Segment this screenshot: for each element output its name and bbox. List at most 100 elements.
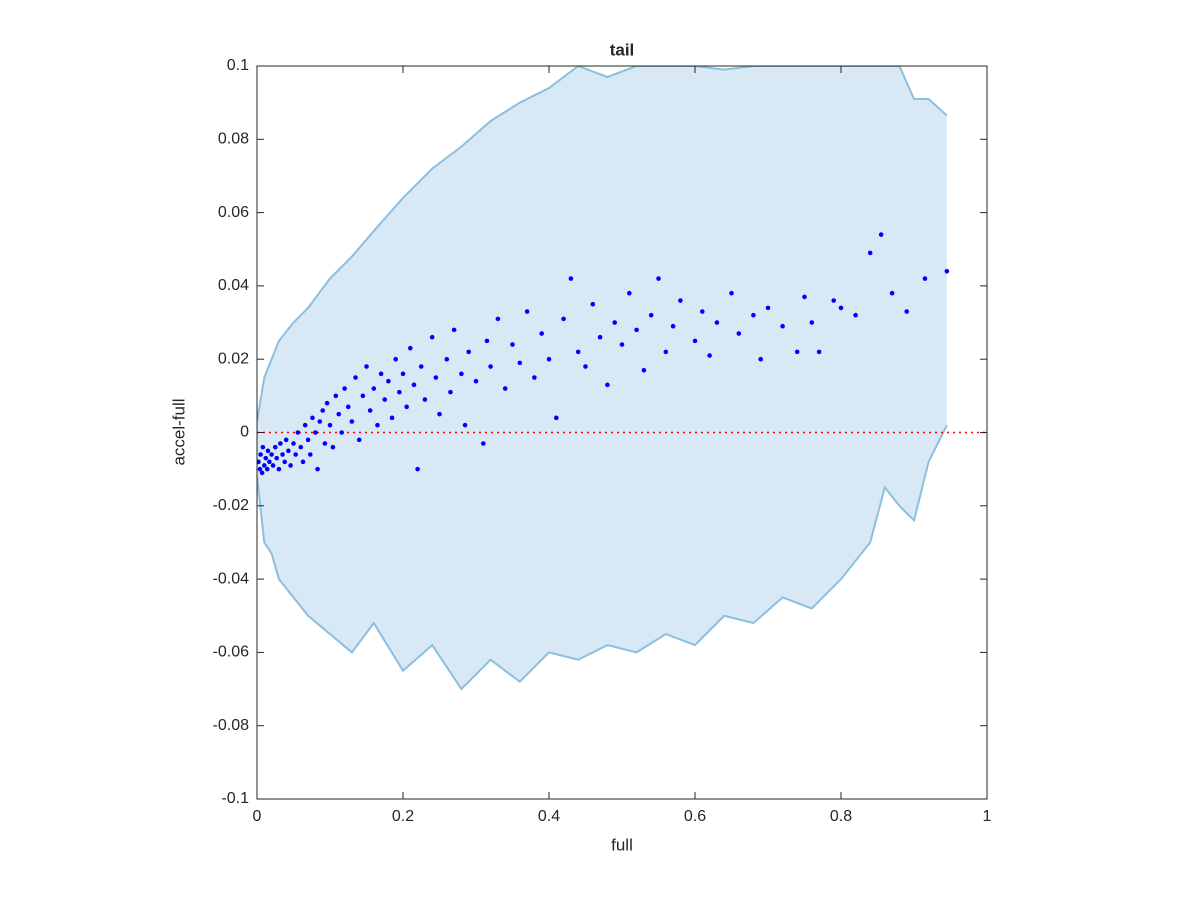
band-upper	[257, 66, 948, 422]
point	[262, 463, 267, 468]
point	[663, 349, 669, 355]
point	[539, 331, 544, 336]
point	[466, 349, 472, 355]
point	[904, 309, 909, 314]
point	[305, 437, 311, 443]
point	[831, 298, 836, 303]
point	[867, 250, 873, 256]
x-tick-label: 0	[253, 808, 262, 825]
point	[634, 327, 639, 333]
point	[605, 382, 610, 388]
y-tick-label: -0.06	[213, 644, 250, 661]
point	[484, 338, 490, 344]
point	[583, 364, 588, 369]
point	[765, 305, 771, 311]
point	[280, 452, 285, 457]
point	[293, 452, 298, 457]
point	[838, 305, 844, 311]
point	[333, 393, 339, 399]
point	[692, 338, 698, 344]
point	[353, 375, 358, 380]
point	[641, 367, 647, 373]
point	[473, 378, 479, 384]
point	[404, 404, 409, 410]
y-tick-label: -0.04	[213, 570, 250, 587]
point	[459, 371, 464, 377]
point	[324, 400, 330, 406]
point	[393, 356, 399, 362]
point	[444, 356, 450, 362]
x-axis-label: full	[611, 835, 633, 854]
point	[451, 327, 457, 333]
point	[272, 444, 278, 450]
point	[612, 320, 617, 325]
plot-area	[257, 66, 987, 691]
point	[263, 455, 269, 461]
point	[729, 290, 734, 296]
point	[265, 448, 271, 454]
point	[310, 415, 315, 421]
point	[448, 389, 453, 395]
point	[670, 323, 676, 329]
point	[532, 375, 537, 380]
point	[780, 323, 785, 329]
point	[678, 298, 683, 303]
band-lower	[257, 424, 948, 691]
point	[590, 301, 596, 307]
y-tick-label: 0.08	[218, 131, 249, 148]
point	[360, 393, 366, 399]
point	[707, 353, 712, 358]
point	[302, 422, 308, 428]
point	[656, 276, 661, 281]
point	[382, 397, 388, 402]
point	[517, 360, 523, 366]
point	[267, 459, 272, 465]
point	[418, 364, 424, 369]
x-tick-label: 0.2	[392, 808, 414, 825]
point	[889, 290, 895, 296]
point	[283, 437, 289, 443]
point	[389, 415, 395, 421]
y-tick-label: -0.02	[213, 497, 250, 514]
point	[853, 312, 858, 318]
y-tick-label: -0.08	[213, 717, 250, 734]
point	[356, 437, 362, 443]
point	[307, 452, 313, 457]
point	[286, 448, 291, 454]
point	[922, 276, 928, 281]
point	[502, 386, 508, 391]
point	[397, 389, 402, 395]
point	[300, 459, 306, 465]
point	[561, 316, 566, 322]
point	[320, 408, 326, 413]
point	[758, 356, 763, 362]
point	[415, 466, 420, 472]
point	[648, 312, 654, 318]
point	[510, 342, 515, 347]
point	[816, 349, 822, 355]
point	[408, 345, 413, 351]
point	[342, 386, 347, 391]
y-tick-label: 0.06	[218, 204, 249, 221]
chart-title: tail	[610, 40, 635, 59]
point	[524, 309, 530, 314]
point	[546, 356, 552, 362]
point	[276, 466, 282, 472]
x-tick-label: 1	[983, 808, 992, 825]
point	[751, 312, 756, 318]
point	[462, 422, 468, 428]
point	[317, 419, 323, 424]
point	[627, 290, 632, 296]
point	[495, 316, 501, 322]
point	[349, 419, 355, 424]
point	[736, 331, 742, 336]
point	[375, 422, 380, 428]
point	[433, 375, 439, 380]
point	[411, 382, 417, 388]
point	[257, 459, 261, 465]
point	[322, 441, 328, 446]
point	[264, 466, 270, 472]
x-tick-label: 0.4	[538, 808, 560, 825]
point	[259, 470, 265, 476]
